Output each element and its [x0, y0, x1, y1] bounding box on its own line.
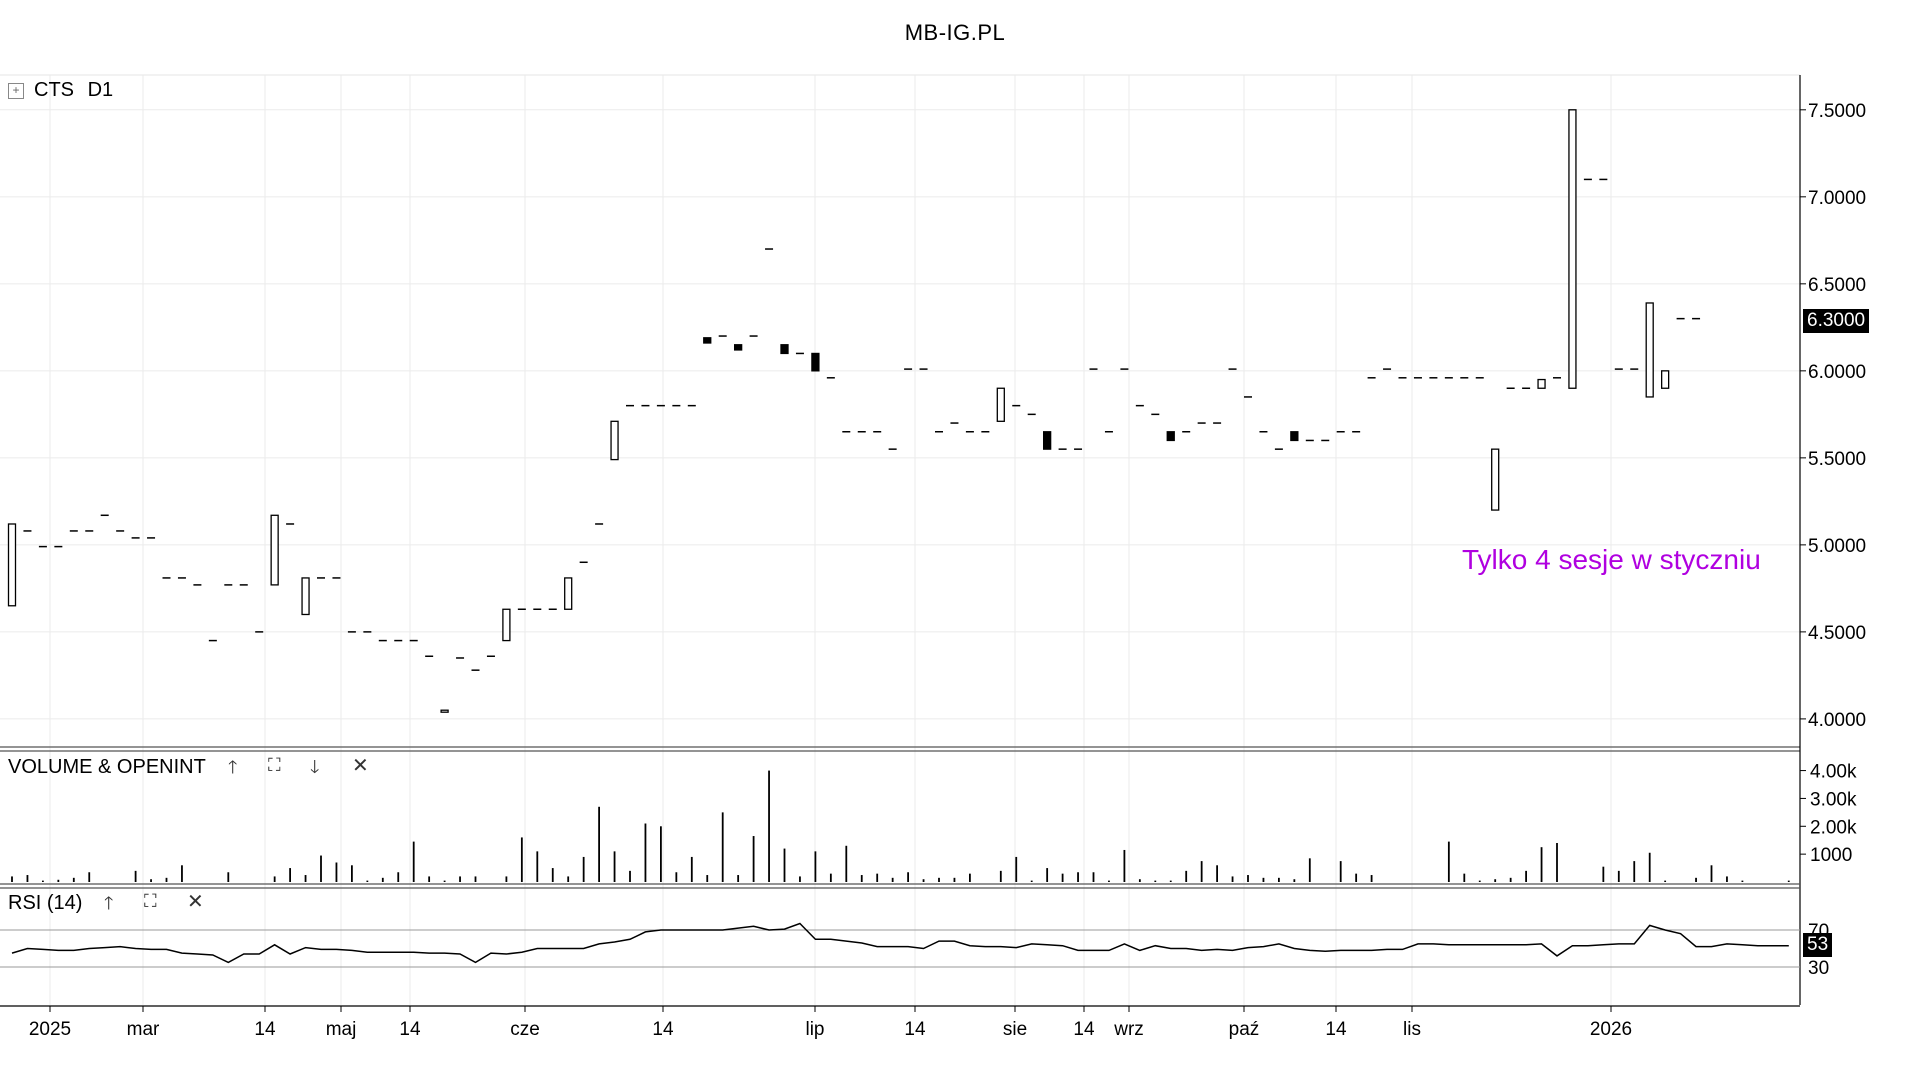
price-tick-label: 4.5000 [1808, 623, 1866, 644]
x-tick-label: paź [1229, 1019, 1260, 1040]
candle [1537, 378, 1546, 389]
volume-panel-label: VOLUME & OPENINT [8, 756, 206, 778]
candle [1568, 109, 1577, 389]
price-tick-label: 7.5000 [1808, 101, 1866, 122]
x-tick-label: mar [127, 1019, 160, 1040]
price-tick-label: 4.0000 [1808, 710, 1866, 731]
volume-tick-label: 4.00k [1810, 762, 1857, 783]
x-tick-label: 14 [1325, 1019, 1347, 1040]
candle [1661, 370, 1670, 389]
symbol-label: CTS [34, 79, 74, 101]
candle [1166, 431, 1175, 442]
candle [780, 344, 789, 355]
candle [301, 577, 310, 616]
main-panel-label: CTS D1 [34, 79, 113, 102]
candle [440, 709, 449, 713]
volume-move-down-icon[interactable]: 🡓 [310, 757, 320, 777]
x-tick-label: lip [805, 1019, 824, 1040]
candle [1043, 431, 1052, 450]
price-tick-label: 5.0000 [1808, 536, 1866, 557]
volume-maximize-icon[interactable]: ⛶ [268, 755, 281, 775]
price-tick-label: 7.0000 [1808, 188, 1866, 209]
x-tick-label: 14 [904, 1019, 926, 1040]
candle [270, 514, 279, 586]
x-tick-label: 14 [652, 1019, 674, 1040]
x-tick-label: maj [326, 1019, 357, 1040]
candle [502, 608, 511, 642]
rsi-move-up-icon[interactable]: 🡑 [104, 893, 114, 913]
x-tick-label: wrz [1113, 1019, 1144, 1040]
page-title: MB-IG.PL [904, 20, 1006, 45]
rsi-panel-label: RSI (14) [8, 892, 83, 914]
candle [1645, 302, 1654, 398]
x-tick-label: lis [1403, 1019, 1421, 1040]
volume-close-icon[interactable]: ✕ [352, 755, 369, 777]
rsi-value-tag: 53 [1803, 933, 1833, 957]
candle [610, 420, 619, 461]
candle [564, 577, 573, 610]
candle [734, 344, 743, 351]
x-tick-label: 2026 [1590, 1019, 1632, 1040]
rsi-close-icon[interactable]: ✕ [187, 891, 204, 913]
candle [811, 352, 820, 372]
x-tick-label: cze [510, 1019, 540, 1040]
expand-icon[interactable]: + [8, 83, 24, 99]
candle [7, 523, 17, 607]
volume-tick-label: 2.00k [1810, 817, 1857, 838]
timeframe-label: D1 [87, 79, 114, 101]
x-tick-label: sie [1003, 1019, 1027, 1040]
last-price-tag: 6.3000 [1803, 309, 1870, 333]
rsi-line [11, 922, 1789, 964]
x-tick-label: 2025 [29, 1019, 71, 1040]
price-tick-label: 6.0000 [1808, 362, 1866, 383]
candle [996, 387, 1005, 422]
price-tick-label: 5.5000 [1808, 449, 1866, 470]
volume-tick-label: 3.00k [1810, 789, 1857, 810]
x-tick-label: 14 [399, 1019, 421, 1040]
chart-annotation: Tylko 4 sesje w styczniu [1462, 544, 1761, 575]
x-tick-label: 14 [254, 1019, 276, 1040]
candle [1491, 448, 1500, 511]
candle [703, 337, 712, 344]
candle [1290, 431, 1299, 442]
volume-move-up-icon[interactable]: 🡑 [228, 757, 238, 777]
x-tick-label: 14 [1073, 1019, 1095, 1040]
rsi-maximize-icon[interactable]: ⛶ [144, 891, 157, 911]
volume-tick-label: 1000 [1810, 845, 1852, 866]
price-tick-label: 6.5000 [1808, 275, 1866, 296]
rsi-tick-label: 30 [1808, 958, 1829, 979]
